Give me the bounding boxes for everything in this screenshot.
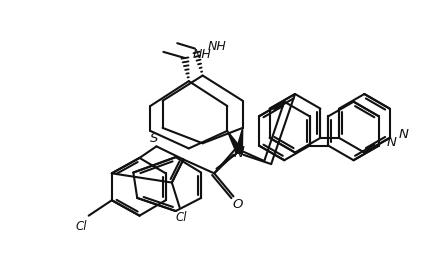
Text: N: N bbox=[387, 136, 396, 149]
Text: N: N bbox=[399, 128, 409, 141]
Text: Cl: Cl bbox=[75, 220, 87, 233]
Polygon shape bbox=[227, 131, 243, 154]
Text: N: N bbox=[234, 147, 244, 160]
Text: O: O bbox=[232, 198, 243, 211]
Text: NH: NH bbox=[208, 40, 227, 53]
Text: N: N bbox=[235, 145, 244, 158]
Polygon shape bbox=[236, 128, 243, 154]
Text: S: S bbox=[150, 132, 158, 145]
Text: NH: NH bbox=[193, 48, 211, 61]
Text: Cl: Cl bbox=[175, 211, 187, 224]
